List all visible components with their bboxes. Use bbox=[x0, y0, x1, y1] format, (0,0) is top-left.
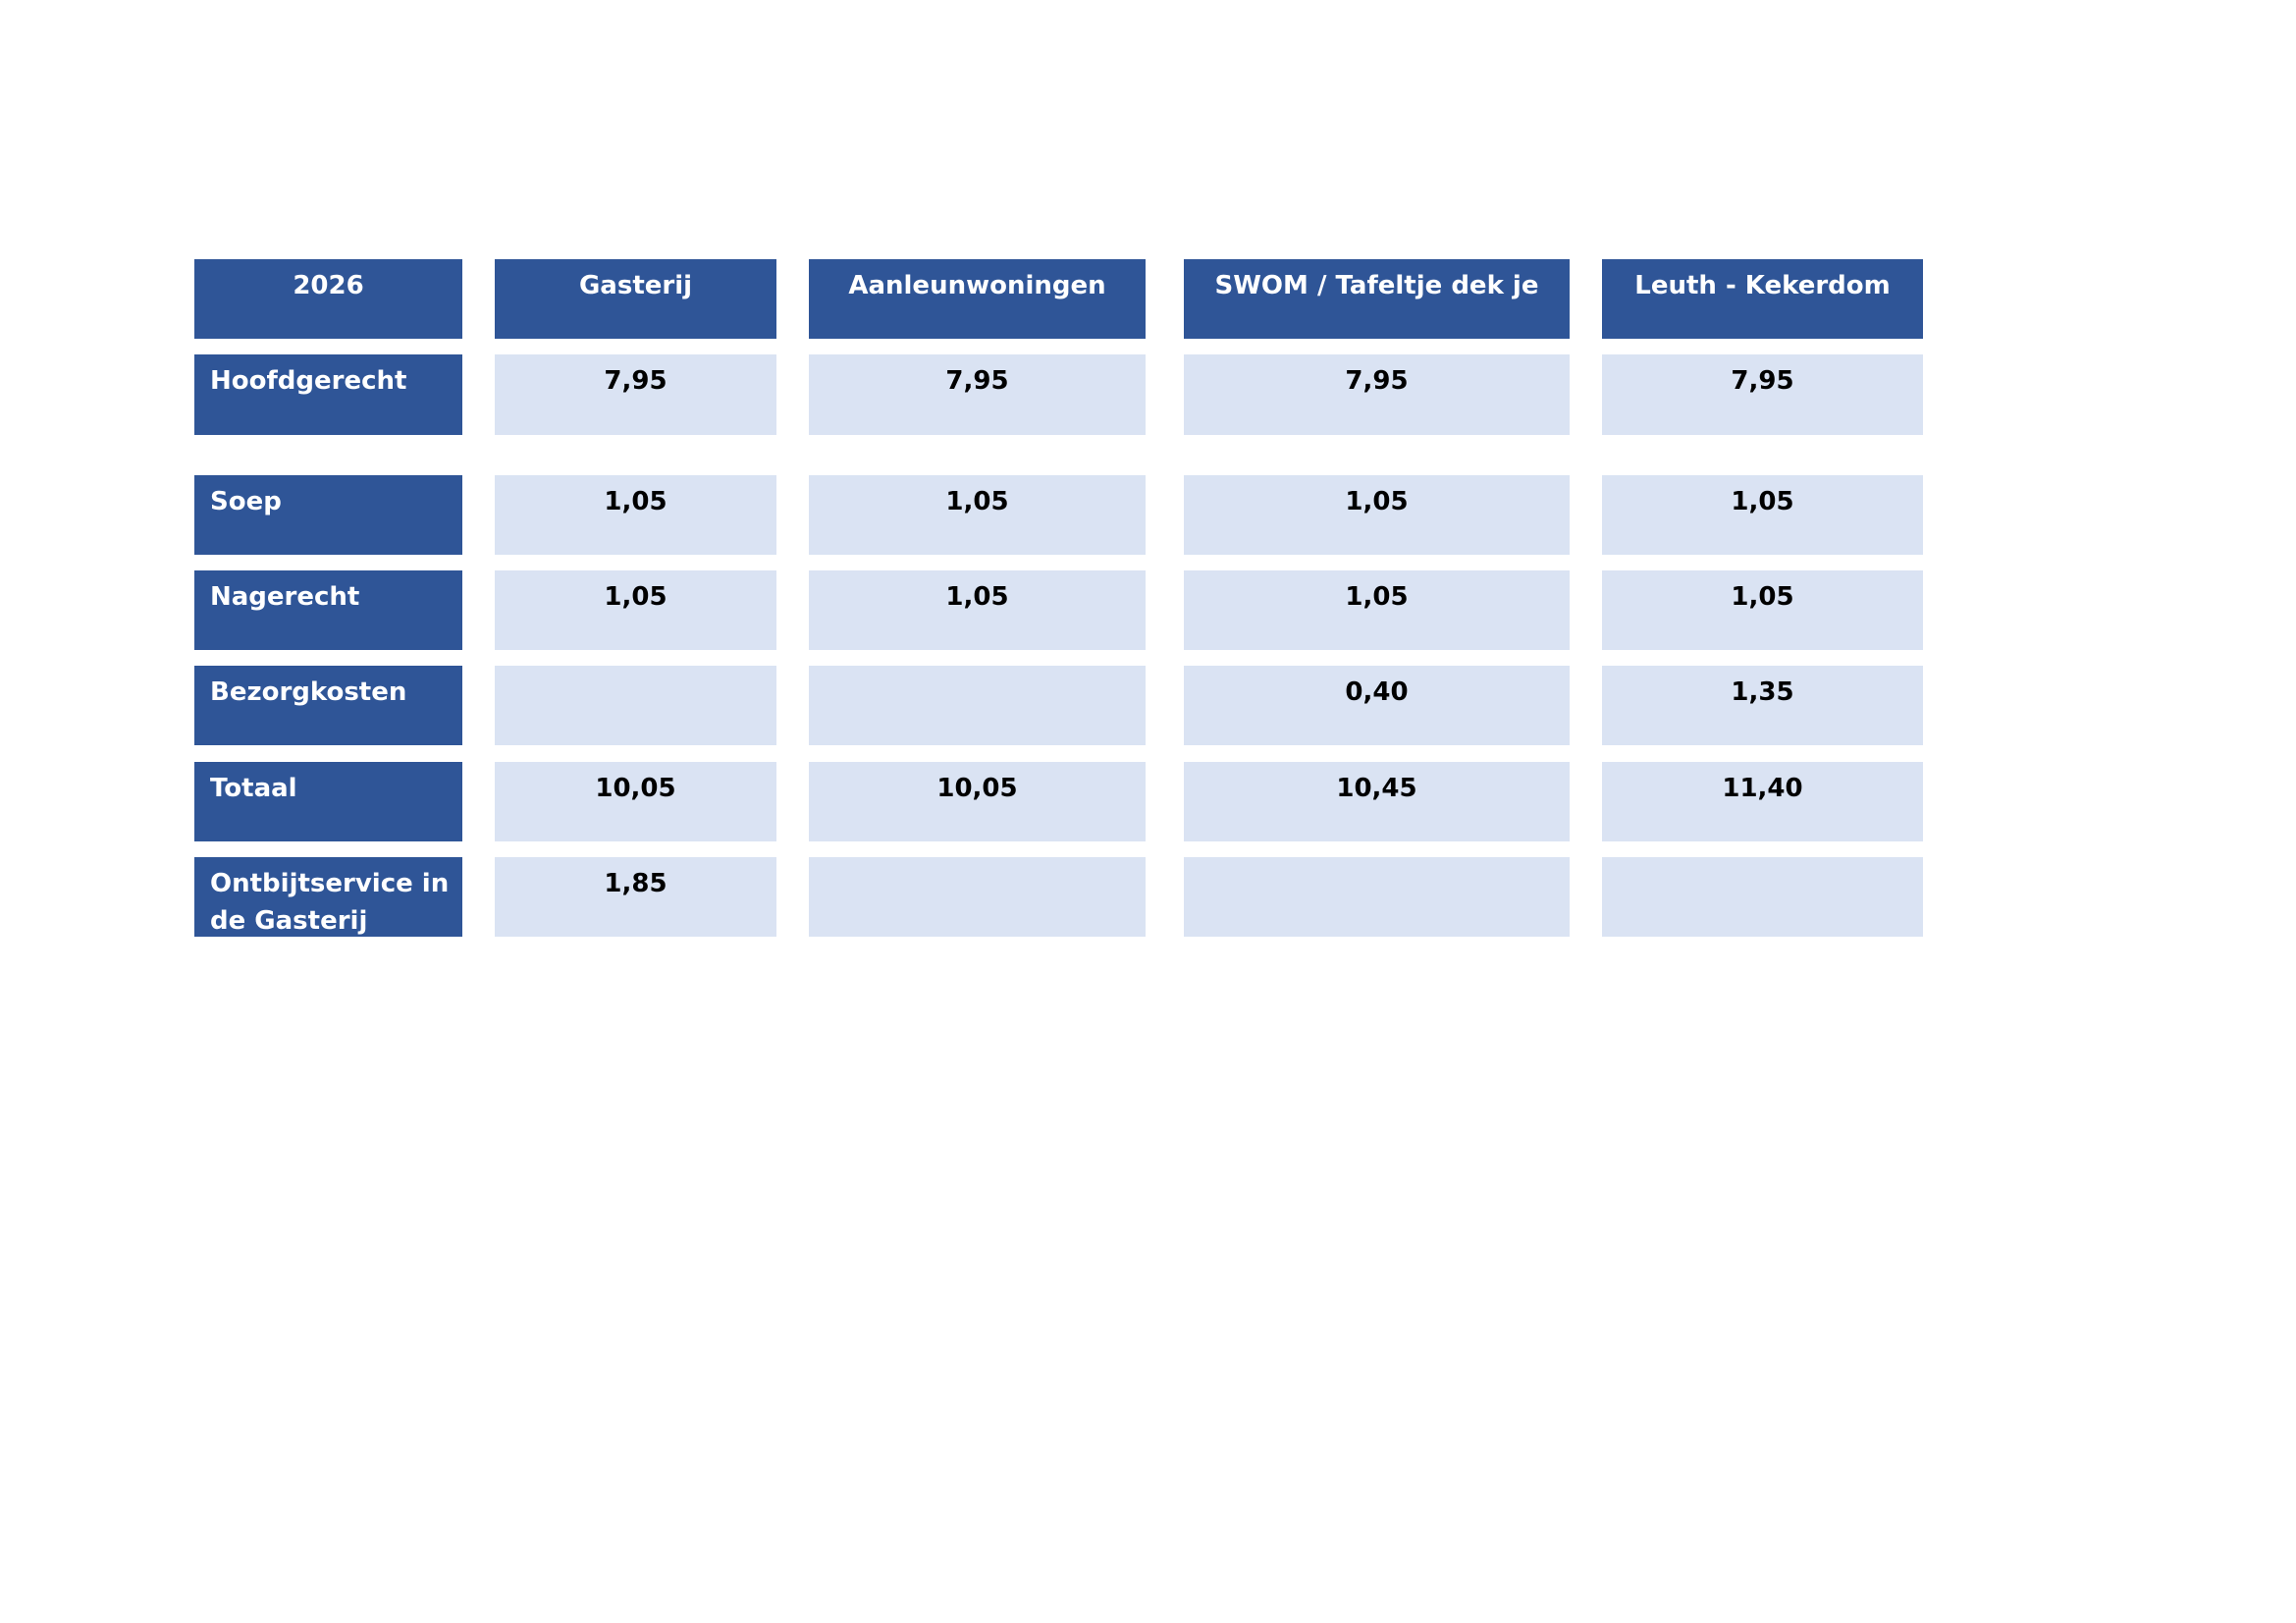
table-cell bbox=[809, 857, 1146, 937]
row-label: Bezorgkosten bbox=[194, 666, 462, 745]
table-cell: 1,05 bbox=[1602, 570, 1923, 650]
table-cell: 1,35 bbox=[1602, 666, 1923, 745]
table-cell: 1,85 bbox=[495, 857, 776, 937]
column-header: Aanleunwoningen bbox=[809, 259, 1146, 339]
table-cell: 1,05 bbox=[495, 570, 776, 650]
table-cell: 7,95 bbox=[809, 354, 1146, 435]
table-cell: 10,05 bbox=[809, 762, 1146, 841]
row-label: Nagerecht bbox=[194, 570, 462, 650]
column-header: Leuth - Kekerdom bbox=[1602, 259, 1923, 339]
table-cell: 7,95 bbox=[1602, 354, 1923, 435]
column-header: SWOM / Tafeltje dek je bbox=[1184, 259, 1570, 339]
table-cell: 11,40 bbox=[1602, 762, 1923, 841]
table-cell: 7,95 bbox=[1184, 354, 1570, 435]
table-cell: 1,05 bbox=[1184, 570, 1570, 650]
table-cell: 7,95 bbox=[495, 354, 776, 435]
table-cell bbox=[495, 666, 776, 745]
table-cell bbox=[1602, 857, 1923, 937]
column-header: Gasterij bbox=[495, 259, 776, 339]
table-cell: 1,05 bbox=[809, 475, 1146, 555]
table-cell bbox=[1184, 857, 1570, 937]
table-cell: 10,05 bbox=[495, 762, 776, 841]
corner-header: 2026 bbox=[194, 259, 462, 339]
table-cell bbox=[809, 666, 1146, 745]
row-label: Soep bbox=[194, 475, 462, 555]
table-cell: 1,05 bbox=[1602, 475, 1923, 555]
table-cell: 1,05 bbox=[495, 475, 776, 555]
table-cell: 10,45 bbox=[1184, 762, 1570, 841]
table-cell: 1,05 bbox=[1184, 475, 1570, 555]
row-label: Ontbijtservice in de Gasterij bbox=[194, 857, 462, 937]
row-label: Totaal bbox=[194, 762, 462, 841]
table-cell: 1,05 bbox=[809, 570, 1146, 650]
table-cell: 0,40 bbox=[1184, 666, 1570, 745]
row-label: Hoofdgerecht bbox=[194, 354, 462, 435]
